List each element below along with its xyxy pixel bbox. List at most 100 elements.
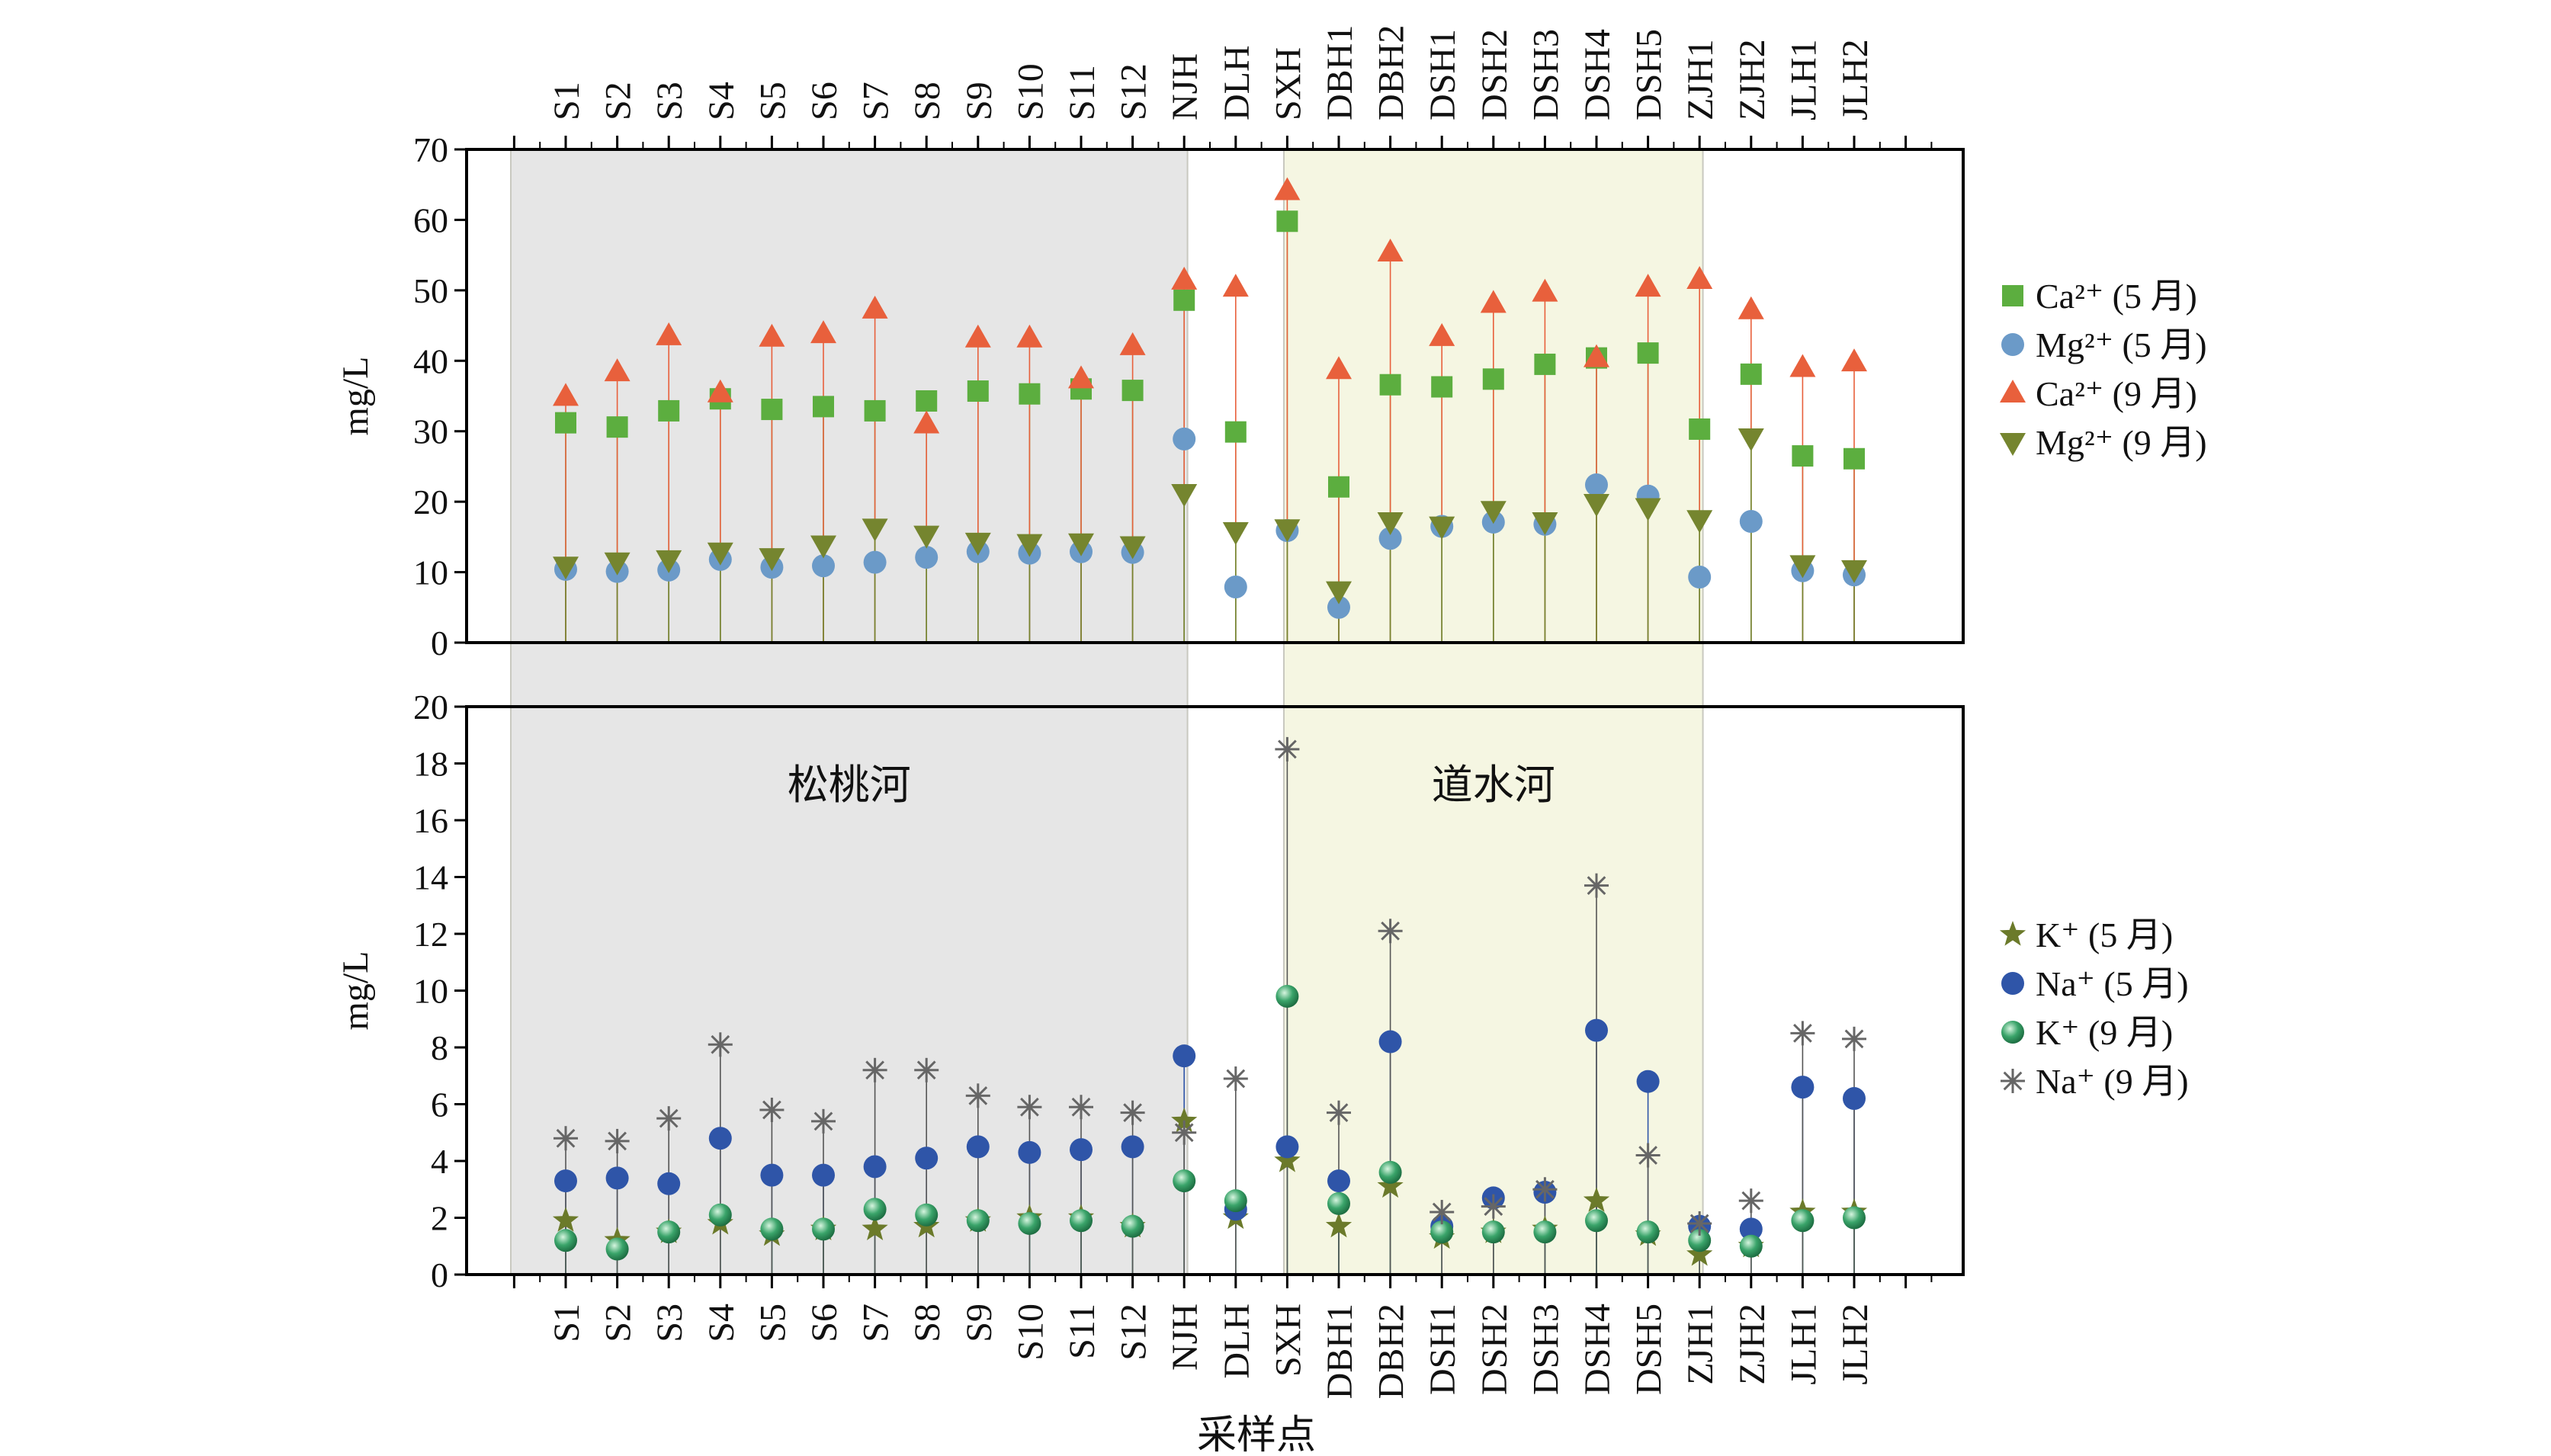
xtick-label-top-DSH4: DSH4 [1577,29,1618,120]
point-p2-s4-S5 [759,1097,785,1122]
xtick-label-bottom-S10: S10 [1010,1304,1051,1361]
xtick-label-top-S5: S5 [752,82,793,120]
xtick-label-top-S10: S10 [1010,63,1051,120]
point-p2-s4-DSH1 [1430,1200,1455,1225]
point-p2-s3-DLH [1224,1189,1247,1213]
point-p2-s4-S2 [605,1128,630,1153]
legend-label-p2-2: Na⁺ (5 月) [2036,964,2189,1003]
xtick-label-bottom-S1: S1 [547,1304,587,1342]
ytick-label-p1-50: 50 [413,271,448,310]
ylabel-2: mg/L [335,951,376,1031]
point-p2-s3-JLH2 [1843,1206,1866,1230]
point-p1-s1-S6 [813,396,834,418]
point-p2-s1-S7 [862,1215,888,1240]
xtick-label-bottom-S5: S5 [752,1304,793,1342]
xtick-label-bottom-S2: S2 [598,1304,639,1342]
point-p1-s1-S2 [606,416,628,438]
xtick-label-bottom-DLH: DLH [1217,1304,1257,1379]
ytick-label-p1-70: 70 [413,130,448,169]
point-p2-s1-ZJH1 [1686,1240,1713,1266]
ytick-label-p1-20: 20 [413,483,448,521]
point-p2-s3-S3 [657,1220,681,1244]
point-p2-s4-S7 [862,1057,887,1082]
point-p1-s1-S5 [761,399,783,421]
point-p2-s3-DSH2 [1481,1220,1505,1244]
legend-marker-p2-4 [2001,1069,2025,1093]
point-p2-s2-S8 [915,1147,939,1170]
point-p1-s2-DBH2 [1378,527,1402,550]
ylabel-1: mg/L [335,357,376,436]
xtick-label-top-DSH2: DSH2 [1474,29,1515,120]
point-p1-s3-S2 [604,358,631,382]
xtick-label-top-DBH1: DBH1 [1320,25,1360,120]
point-p1-s1-DBH2 [1379,374,1401,396]
xtick-label-bottom-ZJH2: ZJH2 [1732,1304,1773,1385]
region-label-2: 道水河 [1432,762,1555,808]
point-p2-s2-JLH1 [1791,1076,1815,1099]
point-p1-s3-S3 [656,322,682,345]
point-p1-s1-DSH1 [1431,376,1453,398]
point-p1-s4-S9 [964,532,991,556]
point-p1-s1-S3 [658,399,680,422]
point-p1-s3-DSH3 [1532,278,1558,302]
xtick-label-bottom-JLH1: JLH1 [1783,1304,1824,1385]
point-p2-s2-S5 [760,1163,784,1187]
legend-label-p1-4: Mg²⁺ (9 月) [2036,423,2207,462]
legend-label-p1-1: Ca²⁺ (5 月) [2036,277,2197,316]
ytick-label-p1-40: 40 [413,342,448,380]
point-p1-s4-S1 [553,556,579,580]
point-p2-s4-ZJH1 [1687,1211,1712,1236]
point-p2-s2-S2 [605,1166,629,1190]
point-p2-s2-S7 [863,1155,887,1179]
xtick-label-bottom-DSH5: DSH5 [1629,1304,1670,1395]
point-p1-s4-S7 [862,518,888,542]
xtick-label-top-S3: S3 [650,82,690,120]
point-p1-s1-JLH2 [1843,447,1865,470]
region-backgrounds [510,149,1704,1275]
point-p2-s4-S9 [965,1083,990,1108]
point-p1-s4-DBH2 [1377,512,1404,536]
point-p1-s4-DBH1 [1326,581,1352,605]
point-p1-s3-S9 [964,324,991,348]
point-p1-s1-JLH1 [1792,445,1814,467]
point-p2-s3-S1 [554,1229,577,1252]
ytick-label-p2-0: 0 [431,1256,448,1294]
labels: 松桃河 道水河 mg/L mg/L 采样点 [335,357,1555,1456]
xtick-label-top-S12: S12 [1114,63,1154,120]
point-p2-s2-S10 [1018,1140,1041,1164]
point-p2-s2-S3 [657,1172,681,1195]
point-p2-s2-DBH2 [1378,1030,1402,1054]
point-p2-s3-ZJH2 [1739,1234,1763,1258]
legend-label-p2-4: Na⁺ (9 月) [2036,1062,2189,1101]
legend-marker-p1-3 [2000,380,2026,402]
ytick-label-p1-0: 0 [431,624,448,662]
xtick-label-top-ZJH1: ZJH1 [1680,39,1721,120]
xtick-label-top-SXH: SXH [1268,47,1308,120]
point-p2-s3-S7 [863,1198,887,1221]
point-p2-s3-DSH1 [1430,1220,1454,1244]
xtick-label-top-S4: S4 [701,82,742,120]
ytick-label-p2-14: 14 [413,858,448,897]
point-p2-s4-S1 [554,1126,578,1151]
point-p1-s4-S8 [913,525,940,549]
point-p1-s1-S9 [967,380,989,402]
point-p1-s3-DSH4 [1584,344,1609,367]
point-p1-s3-S1 [553,383,579,406]
point-p2-s4-ZJH2 [1738,1188,1763,1214]
point-p2-s4-S10 [1017,1095,1042,1120]
point-p1-s3-S7 [862,295,888,319]
point-p1-s1-S12 [1121,380,1144,402]
point-p2-s3-S2 [605,1237,629,1261]
legend-label-p1-3: Ca²⁺ (9 月) [2036,374,2197,413]
xtick-label-top-DSH1: DSH1 [1423,29,1463,120]
point-p1-s3-JLH2 [1841,348,1867,372]
point-p2-s3-S8 [915,1203,939,1227]
xtick-label-bottom-JLH2: JLH2 [1835,1304,1876,1385]
point-p1-s3-S5 [759,323,785,347]
xtick-label-top-S8: S8 [907,82,948,120]
point-p1-s3-S12 [1119,332,1146,355]
point-p1-s3-DSH5 [1635,274,1661,297]
region-1 [510,149,1189,1275]
ytick-label-p2-16: 16 [413,801,448,840]
point-p2-s4-S12 [1120,1100,1145,1125]
